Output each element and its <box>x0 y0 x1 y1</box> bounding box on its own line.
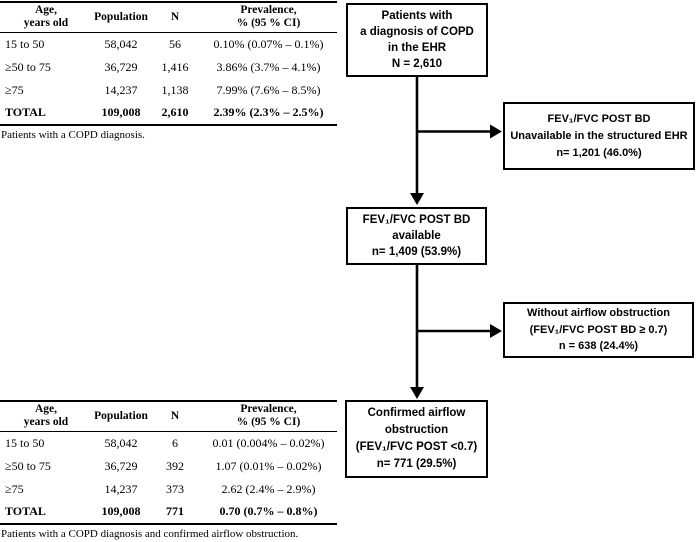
flow-box-cohort-text: Patients with a diagnosis of COPD in the… <box>360 10 474 70</box>
confirmed-obstruction-table: Age, years old Population N Prevalence, … <box>0 400 337 525</box>
flow-box-fev-unavailable-text: FEV₁/FVC POST BD Unavailable in the stru… <box>510 112 688 159</box>
table-row: 15 to 50 58,042 6 0.01 (0.004% – 0.02%) <box>0 432 337 455</box>
prevalence-cell: 3.86% (3.7% – 4.1%) <box>216 59 321 74</box>
copd-diagnosis-table: Age, years old Population N Prevalence, … <box>0 1 337 126</box>
n-cell: 56 <box>169 36 181 51</box>
flow-box-fev-available-text: FEV₁/FVC POST BD available n= 1,409 (53.… <box>362 214 471 258</box>
prevalence-column-header: Prevalence, % (95 % CI) <box>200 401 337 432</box>
age-column-header: Age, years old <box>0 2 92 33</box>
prevalence-cell: 0.01 (0.004% – 0.02%) <box>212 435 325 450</box>
arrowhead-down-2 <box>410 387 424 399</box>
n-cell: 2,610 <box>150 101 200 126</box>
population-cell: 109,008 <box>92 101 150 126</box>
n-cell: 6 <box>172 435 178 450</box>
table-row: ≥50 to 75 36,729 1,416 3.86% (3.7% – 4.1… <box>0 56 337 79</box>
table-caption: Patients with a COPD diagnosis and confi… <box>1 527 299 540</box>
n-cell: 1,138 <box>161 82 189 97</box>
population-cell: 14,237 <box>104 481 138 496</box>
age-cell: ≥75 <box>5 82 24 97</box>
table-header-row: Age, years old Population N Prevalence, … <box>0 401 337 432</box>
arrowhead-right-1 <box>490 124 502 139</box>
age-cell: 15 to 50 <box>5 36 45 51</box>
prevalence-cell: 0.10% (0.07% – 0.1%) <box>213 36 324 51</box>
population-cell: 58,042 <box>104 435 138 450</box>
arrowhead-down-1 <box>410 193 424 205</box>
flow-box-fev-available: FEV₁/FVC POST BD available n= 1,409 (53.… <box>346 207 487 265</box>
flow-box-without-obstruction: Without airflow obstruction (FEV₁/FVC PO… <box>503 302 694 358</box>
prevalence-cell: 7.99% (7.6% – 8.5%) <box>216 82 321 97</box>
population-cell: 58,042 <box>104 36 138 51</box>
table-caption: Patients with a COPD diagnosis. <box>1 128 145 141</box>
population-cell: 109,008 <box>92 500 150 525</box>
n-cell: 1,416 <box>161 59 189 74</box>
age-column-header: Age, years old <box>0 401 92 432</box>
flow-box-confirmed-obstruction: Confirmed airflow obstruction (FEV₁/FVC … <box>345 400 488 478</box>
flow-box-confirmed-obstruction-text: Confirmed airflow obstruction (FEV₁/FVC … <box>355 407 478 470</box>
table-total-row: TOTAL 109,008 2,610 2.39% (2.3% – 2.5%) <box>0 101 337 126</box>
flow-box-cohort: Patients with a diagnosis of COPD in the… <box>346 3 488 77</box>
population-column-header: Population <box>92 401 150 432</box>
prevalence-cell: 2.39% (2.3% – 2.5%) <box>200 101 337 126</box>
population-cell: 36,729 <box>104 458 138 473</box>
table-total-row: TOTAL 109,008 771 0.70 (0.7% – 0.8%) <box>0 500 337 525</box>
prevalence-column-header: Prevalence, % (95 % CI) <box>200 2 337 33</box>
copd-diagnosis-table-block: Age, years old Population N Prevalence, … <box>0 1 337 141</box>
confirmed-obstruction-table-block: Age, years old Population N Prevalence, … <box>0 400 337 540</box>
population-column-header: Population <box>92 2 150 33</box>
table-row: ≥75 14,237 1,138 7.99% (7.6% – 8.5%) <box>0 79 337 102</box>
n-column-header: N <box>150 401 200 432</box>
flow-box-fev-unavailable: FEV₁/FVC POST BD Unavailable in the stru… <box>503 102 695 170</box>
table-header-row: Age, years old Population N Prevalence, … <box>0 2 337 33</box>
age-cell: TOTAL <box>0 101 92 126</box>
n-cell: 392 <box>166 458 184 473</box>
n-column-header: N <box>150 2 200 33</box>
flow-box-without-obstruction-text: Without airflow obstruction (FEV₁/FVC PO… <box>527 307 670 353</box>
age-cell: ≥50 to 75 <box>5 59 51 74</box>
age-cell: ≥50 to 75 <box>5 458 51 473</box>
age-cell: TOTAL <box>0 500 92 525</box>
age-cell: 15 to 50 <box>5 435 45 450</box>
n-cell: 373 <box>166 481 184 496</box>
prevalence-cell: 2.62 (2.4% – 2.9%) <box>221 481 316 496</box>
age-cell: ≥75 <box>5 481 24 496</box>
population-cell: 14,237 <box>104 82 138 97</box>
prevalence-cell: 1.07 (0.01% – 0.02%) <box>215 458 322 473</box>
n-cell: 771 <box>150 500 200 525</box>
table-row: 15 to 50 58,042 56 0.10% (0.07% – 0.1%) <box>0 33 337 56</box>
prevalence-cell: 0.70 (0.7% – 0.8%) <box>200 500 337 525</box>
table-row: ≥50 to 75 36,729 392 1.07 (0.01% – 0.02%… <box>0 455 337 478</box>
arrowhead-right-2 <box>490 324 502 338</box>
table-row: ≥75 14,237 373 2.62 (2.4% – 2.9%) <box>0 478 337 501</box>
population-cell: 36,729 <box>104 59 138 74</box>
